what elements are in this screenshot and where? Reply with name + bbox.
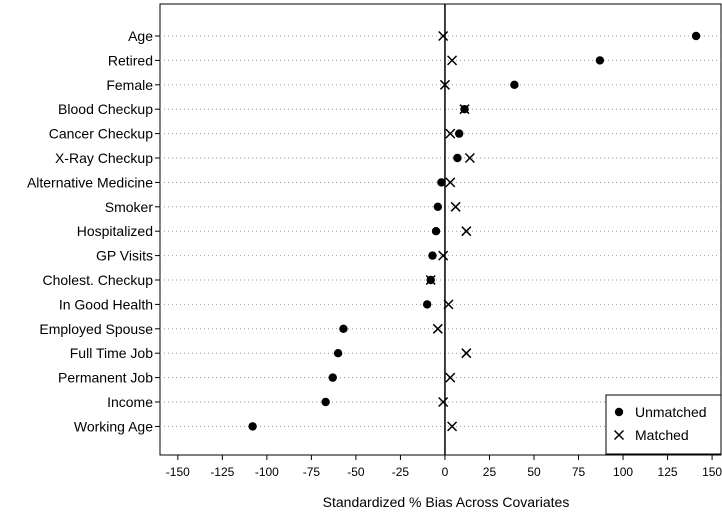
point-unmatched-income bbox=[321, 397, 330, 407]
y-label-hospitalized: Hospitalized bbox=[77, 223, 153, 239]
legend-box bbox=[605, 394, 722, 455]
point-unmatched-smoker bbox=[433, 202, 443, 211]
point-matched-working-age bbox=[447, 421, 458, 432]
y-label-age: Age bbox=[128, 28, 153, 44]
point-unmatched-alternative-medicine bbox=[437, 178, 446, 187]
x-tick-label-9: 75 bbox=[572, 465, 586, 479]
x-axis: -150 -125 -100 -75 -50 -25 0 25 50 75 100 125 150 bbox=[166, 455, 722, 479]
x-tick-label-10: 100 bbox=[613, 465, 633, 479]
y-label-blood-checkup: Blood Checkup bbox=[58, 101, 153, 117]
point-unmatched-x-ray-checkup bbox=[453, 153, 462, 163]
point-matched-permanent-job bbox=[445, 372, 456, 383]
x-tick-label-7: 25 bbox=[483, 465, 497, 479]
x-tick-label-1: -125 bbox=[210, 465, 234, 479]
legend-marker-matched bbox=[613, 429, 625, 441]
y-label-alternative-medicine: Alternative Medicine bbox=[27, 174, 153, 190]
y-label-full-time-job: Full Time Job bbox=[70, 345, 153, 361]
chart-marks bbox=[248, 30, 701, 432]
point-matched-female bbox=[439, 79, 450, 90]
x-tick-label-11: 125 bbox=[658, 465, 678, 479]
y-label-in-good-health: In Good Health bbox=[59, 296, 153, 312]
point-matched-cancer-checkup bbox=[445, 128, 456, 139]
point-unmatched-working-age bbox=[248, 422, 257, 431]
point-matched-alternative-medicine bbox=[445, 177, 456, 188]
point-matched-age bbox=[438, 30, 449, 42]
y-label-smoker: Smoker bbox=[105, 199, 154, 215]
y-label-gp-visits: GP Visits bbox=[96, 248, 153, 264]
point-unmatched-full-time-job bbox=[333, 349, 343, 358]
point-matched-in-good-health bbox=[443, 299, 454, 310]
point-matched-gp-visits bbox=[438, 250, 449, 261]
point-matched-retired bbox=[447, 55, 458, 66]
point-unmatched-permanent-job bbox=[328, 373, 337, 382]
y-axis: Age Retired Female Blood Checkup Cancer Chec… bbox=[27, 28, 160, 434]
y-label-working-age: Working Age bbox=[74, 418, 153, 434]
y-label-permanent-job: Permanent Job bbox=[58, 370, 153, 386]
legend-label-matched: Matched bbox=[635, 427, 689, 443]
point-unmatched-cancer-checkup bbox=[455, 129, 464, 138]
y-label-x-ray-checkup: X-Ray Checkup bbox=[55, 150, 153, 166]
x-tick-label-0: -150 bbox=[166, 465, 190, 479]
point-matched-cholest-checkup bbox=[425, 274, 436, 286]
point-unmatched-hospitalized bbox=[431, 227, 441, 236]
point-unmatched-gp-visits bbox=[428, 251, 437, 260]
legend-marker-unmatched bbox=[614, 407, 624, 417]
x-tick-label-5: -25 bbox=[392, 465, 410, 479]
x-tick-label-12: 150 bbox=[702, 465, 722, 479]
y-label-cancer-checkup: Cancer Checkup bbox=[49, 126, 153, 142]
legend-label-unmatched: Unmatched bbox=[635, 404, 707, 420]
point-unmatched-retired bbox=[595, 56, 605, 65]
x-tick-label-2: -100 bbox=[255, 465, 279, 479]
y-label-cholest-checkup: Cholest. Checkup bbox=[42, 272, 153, 288]
point-unmatched-in-good-health bbox=[422, 300, 432, 309]
point-matched-full-time-job bbox=[461, 348, 472, 359]
x-tick-label-6: 0 bbox=[442, 465, 449, 479]
y-label-retired: Retired bbox=[108, 52, 153, 68]
y-label-female: Female bbox=[106, 77, 153, 93]
point-unmatched-employed-spouse bbox=[339, 324, 348, 333]
x-tick-label-8: 50 bbox=[527, 465, 541, 479]
point-matched-income bbox=[438, 396, 449, 408]
point-matched-x-ray-checkup bbox=[464, 152, 475, 164]
x-axis-title: Standardized % Bias Across Covariates bbox=[323, 494, 570, 510]
point-matched-blood-checkup bbox=[459, 104, 470, 115]
point-matched-smoker bbox=[450, 201, 461, 212]
x-tick-label-3: -75 bbox=[303, 465, 321, 479]
plot-area bbox=[159, 3, 722, 456]
point-matched-employed-spouse bbox=[432, 323, 443, 334]
x-tick-label-4: -50 bbox=[347, 465, 365, 479]
legend: Unmatched Matched bbox=[605, 394, 722, 455]
point-unmatched-female bbox=[510, 80, 519, 90]
point-matched-hospitalized bbox=[461, 226, 472, 237]
y-label-employed-spouse: Employed Spouse bbox=[39, 321, 153, 337]
y-label-income: Income bbox=[107, 394, 153, 410]
point-unmatched-age bbox=[691, 31, 701, 41]
